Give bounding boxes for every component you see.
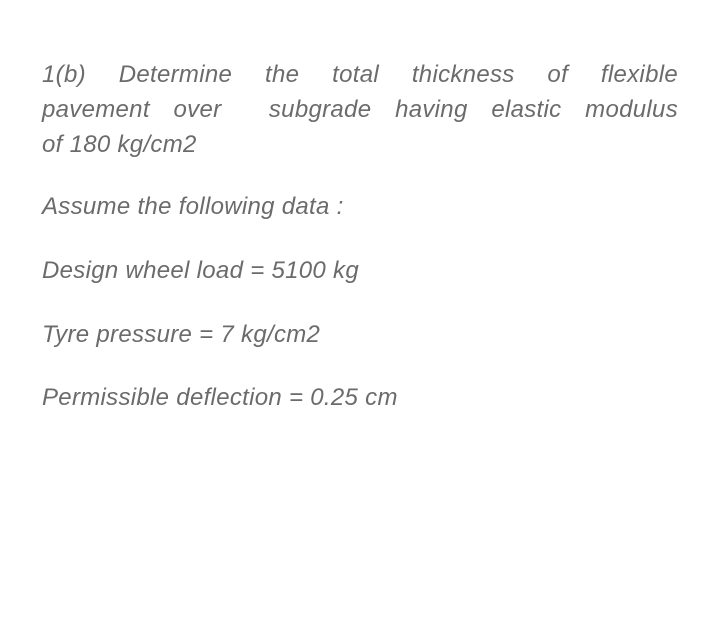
question-line-3: of 180 kg/cm2 [42, 128, 678, 163]
question-prompt: 1(b) Determine the total thickness of fl… [42, 58, 678, 162]
permissible-deflection: Permissible deflection = 0.25 cm [42, 381, 678, 415]
question-line-1: 1(b) Determine the total thickness of fl… [42, 58, 678, 93]
design-wheel-load: Design wheel load = 5100 kg [42, 254, 678, 288]
tyre-pressure: Tyre pressure = 7 kg/cm2 [42, 318, 678, 352]
question-line-2: pavement over subgrade having elastic mo… [42, 93, 678, 128]
assume-heading: Assume the following data : [42, 190, 678, 224]
